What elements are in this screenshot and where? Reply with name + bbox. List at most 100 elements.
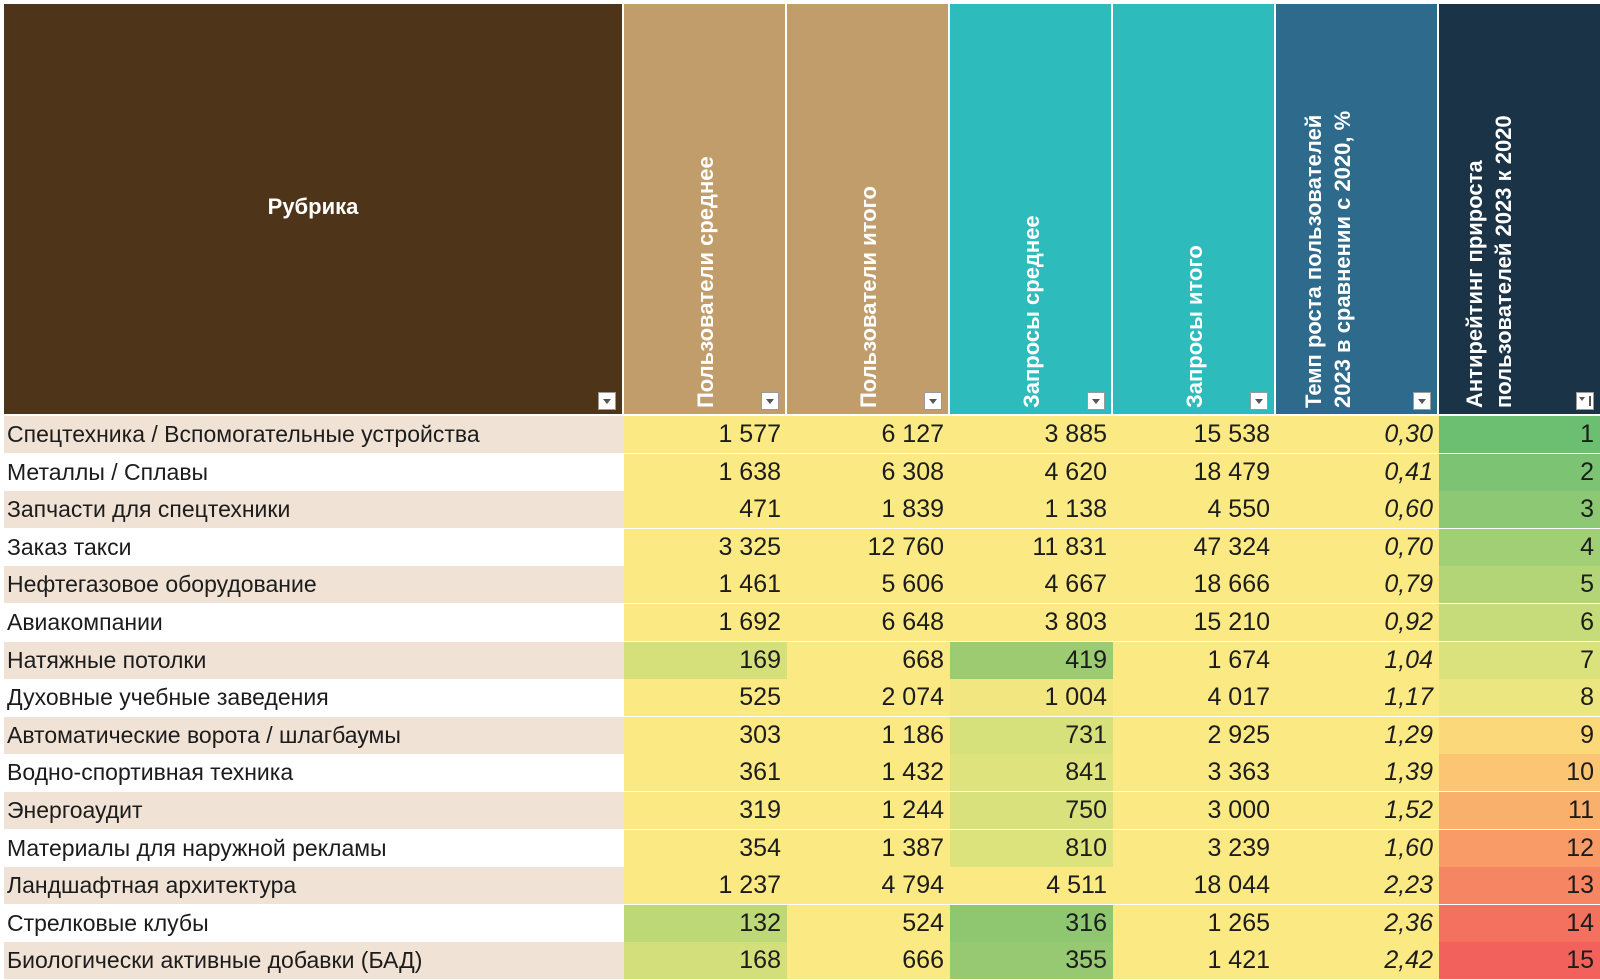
- cell-antirating[interactable]: 4: [1439, 529, 1600, 566]
- cell-antirating[interactable]: 10: [1439, 754, 1600, 791]
- cell-antirating[interactable]: 11: [1439, 792, 1600, 829]
- cell-requests-avg[interactable]: 1 138: [950, 491, 1113, 528]
- table-row[interactable]: Авиакомпании 1 692 6 648 3 803 15 210 0,92 6: [4, 604, 1600, 641]
- cell-users-avg[interactable]: 1 638: [624, 454, 787, 491]
- cell-antirating[interactable]: 1: [1439, 416, 1600, 453]
- table-row[interactable]: Духовные учебные заведения 525 2 074 1 004 4…: [4, 679, 1600, 716]
- table-row[interactable]: Водно-спортивная техника 361 1 432 841 3 363…: [4, 754, 1600, 791]
- cell-users-avg[interactable]: 3 325: [624, 529, 787, 566]
- header-requests-avg[interactable]: Запросы среднее: [950, 4, 1113, 414]
- cell-antirating[interactable]: 6: [1439, 604, 1600, 641]
- cell-requests-avg[interactable]: 419: [950, 642, 1113, 679]
- cell-users-total[interactable]: 1 186: [787, 717, 950, 754]
- cell-requests-avg[interactable]: 731: [950, 717, 1113, 754]
- filter-dropdown-icon[interactable]: [761, 392, 779, 410]
- cell-growth-rate[interactable]: 2,23: [1276, 867, 1439, 904]
- cell-rubrika[interactable]: Спецтехника / Вспомогательные устройства: [4, 416, 624, 453]
- cell-requests-total[interactable]: 18 044: [1113, 867, 1276, 904]
- cell-antirating[interactable]: 8: [1439, 679, 1600, 716]
- table-row[interactable]: Спецтехника / Вспомогательные устройства…: [4, 416, 1600, 453]
- cell-requests-total[interactable]: 15 210: [1113, 604, 1276, 641]
- cell-users-total[interactable]: 1 432: [787, 754, 950, 791]
- cell-rubrika[interactable]: Нефтегазовое оборудование: [4, 566, 624, 603]
- cell-antirating[interactable]: 15: [1439, 942, 1600, 979]
- cell-antirating[interactable]: 7: [1439, 642, 1600, 679]
- cell-users-total[interactable]: 6 648: [787, 604, 950, 641]
- cell-requests-total[interactable]: 47 324: [1113, 529, 1276, 566]
- cell-users-total[interactable]: 6 127: [787, 416, 950, 453]
- cell-growth-rate[interactable]: 1,52: [1276, 792, 1439, 829]
- filter-dropdown-icon[interactable]: [924, 392, 942, 410]
- cell-requests-total[interactable]: 18 666: [1113, 566, 1276, 603]
- cell-antirating[interactable]: 3: [1439, 491, 1600, 528]
- cell-growth-rate[interactable]: 0,41: [1276, 454, 1439, 491]
- cell-requests-total[interactable]: 4 017: [1113, 679, 1276, 716]
- sort-filter-icon[interactable]: [1576, 392, 1594, 410]
- cell-requests-avg[interactable]: 750: [950, 792, 1113, 829]
- cell-users-total[interactable]: 668: [787, 642, 950, 679]
- cell-growth-rate[interactable]: 0,30: [1276, 416, 1439, 453]
- cell-users-avg[interactable]: 471: [624, 491, 787, 528]
- cell-users-total[interactable]: 666: [787, 942, 950, 979]
- cell-users-total[interactable]: 1 244: [787, 792, 950, 829]
- cell-users-avg[interactable]: 1 461: [624, 566, 787, 603]
- cell-users-total[interactable]: 1 839: [787, 491, 950, 528]
- cell-requests-avg[interactable]: 4 511: [950, 867, 1113, 904]
- cell-rubrika[interactable]: Материалы для наружной рекламы: [4, 830, 624, 867]
- filter-dropdown-icon[interactable]: [1087, 392, 1105, 410]
- cell-requests-avg[interactable]: 1 004: [950, 679, 1113, 716]
- header-users-total[interactable]: Пользователи итого: [787, 4, 950, 414]
- cell-requests-avg[interactable]: 11 831: [950, 529, 1113, 566]
- cell-users-avg[interactable]: 1 577: [624, 416, 787, 453]
- filter-dropdown-icon[interactable]: [1413, 392, 1431, 410]
- cell-requests-avg[interactable]: 810: [950, 830, 1113, 867]
- table-row[interactable]: Металлы / Сплавы 1 638 6 308 4 620 18 479 0,4…: [4, 454, 1600, 491]
- cell-users-avg[interactable]: 168: [624, 942, 787, 979]
- cell-growth-rate[interactable]: 1,29: [1276, 717, 1439, 754]
- cell-users-avg[interactable]: 319: [624, 792, 787, 829]
- cell-requests-total[interactable]: 3 000: [1113, 792, 1276, 829]
- cell-users-avg[interactable]: 169: [624, 642, 787, 679]
- cell-requests-total[interactable]: 18 479: [1113, 454, 1276, 491]
- cell-rubrika[interactable]: Энергоаудит: [4, 792, 624, 829]
- cell-rubrika[interactable]: Биологически активные добавки (БАД): [4, 942, 624, 979]
- table-row[interactable]: Ландшафтная архитектура 1 237 4 794 4 511 18…: [4, 867, 1600, 904]
- header-requests-total[interactable]: Запросы итого: [1113, 4, 1276, 414]
- table-row[interactable]: Автоматические ворота / шлагбаумы 303 1 18…: [4, 717, 1600, 754]
- cell-growth-rate[interactable]: 0,60: [1276, 491, 1439, 528]
- cell-users-avg[interactable]: 361: [624, 754, 787, 791]
- cell-users-avg[interactable]: 1 237: [624, 867, 787, 904]
- cell-rubrika[interactable]: Металлы / Сплавы: [4, 454, 624, 491]
- cell-rubrika[interactable]: Автоматические ворота / шлагбаумы: [4, 717, 624, 754]
- cell-users-avg[interactable]: 1 692: [624, 604, 787, 641]
- cell-requests-total[interactable]: 1 421: [1113, 942, 1276, 979]
- cell-requests-avg[interactable]: 3 885: [950, 416, 1113, 453]
- cell-requests-avg[interactable]: 355: [950, 942, 1113, 979]
- cell-antirating[interactable]: 2: [1439, 454, 1600, 491]
- cell-rubrika[interactable]: Авиакомпании: [4, 604, 624, 641]
- cell-users-total[interactable]: 1 387: [787, 830, 950, 867]
- cell-growth-rate[interactable]: 0,92: [1276, 604, 1439, 641]
- cell-requests-avg[interactable]: 316: [950, 905, 1113, 942]
- header-users-avg[interactable]: Пользователи среднее: [624, 4, 787, 414]
- cell-rubrika[interactable]: Заказ такси: [4, 529, 624, 566]
- cell-antirating[interactable]: 12: [1439, 830, 1600, 867]
- cell-rubrika[interactable]: Запчасти для спецтехники: [4, 491, 624, 528]
- cell-requests-avg[interactable]: 4 620: [950, 454, 1113, 491]
- header-antirating[interactable]: Антирейтинг прироста пользователей 2023 …: [1439, 4, 1600, 414]
- header-rubrika[interactable]: Рубрика: [4, 4, 624, 414]
- cell-users-avg[interactable]: 354: [624, 830, 787, 867]
- cell-growth-rate[interactable]: 1,39: [1276, 754, 1439, 791]
- cell-requests-total[interactable]: 4 550: [1113, 491, 1276, 528]
- cell-antirating[interactable]: 13: [1439, 867, 1600, 904]
- cell-requests-avg[interactable]: 3 803: [950, 604, 1113, 641]
- cell-growth-rate[interactable]: 1,04: [1276, 642, 1439, 679]
- cell-rubrika[interactable]: Стрелковые клубы: [4, 905, 624, 942]
- table-row[interactable]: Энергоаудит 319 1 244 750 3 000 1,52 11: [4, 792, 1600, 829]
- cell-requests-total[interactable]: 2 925: [1113, 717, 1276, 754]
- cell-antirating[interactable]: 5: [1439, 566, 1600, 603]
- filter-dropdown-icon[interactable]: [598, 392, 616, 410]
- filter-dropdown-icon[interactable]: [1250, 392, 1268, 410]
- cell-rubrika[interactable]: Натяжные потолки: [4, 642, 624, 679]
- cell-antirating[interactable]: 9: [1439, 717, 1600, 754]
